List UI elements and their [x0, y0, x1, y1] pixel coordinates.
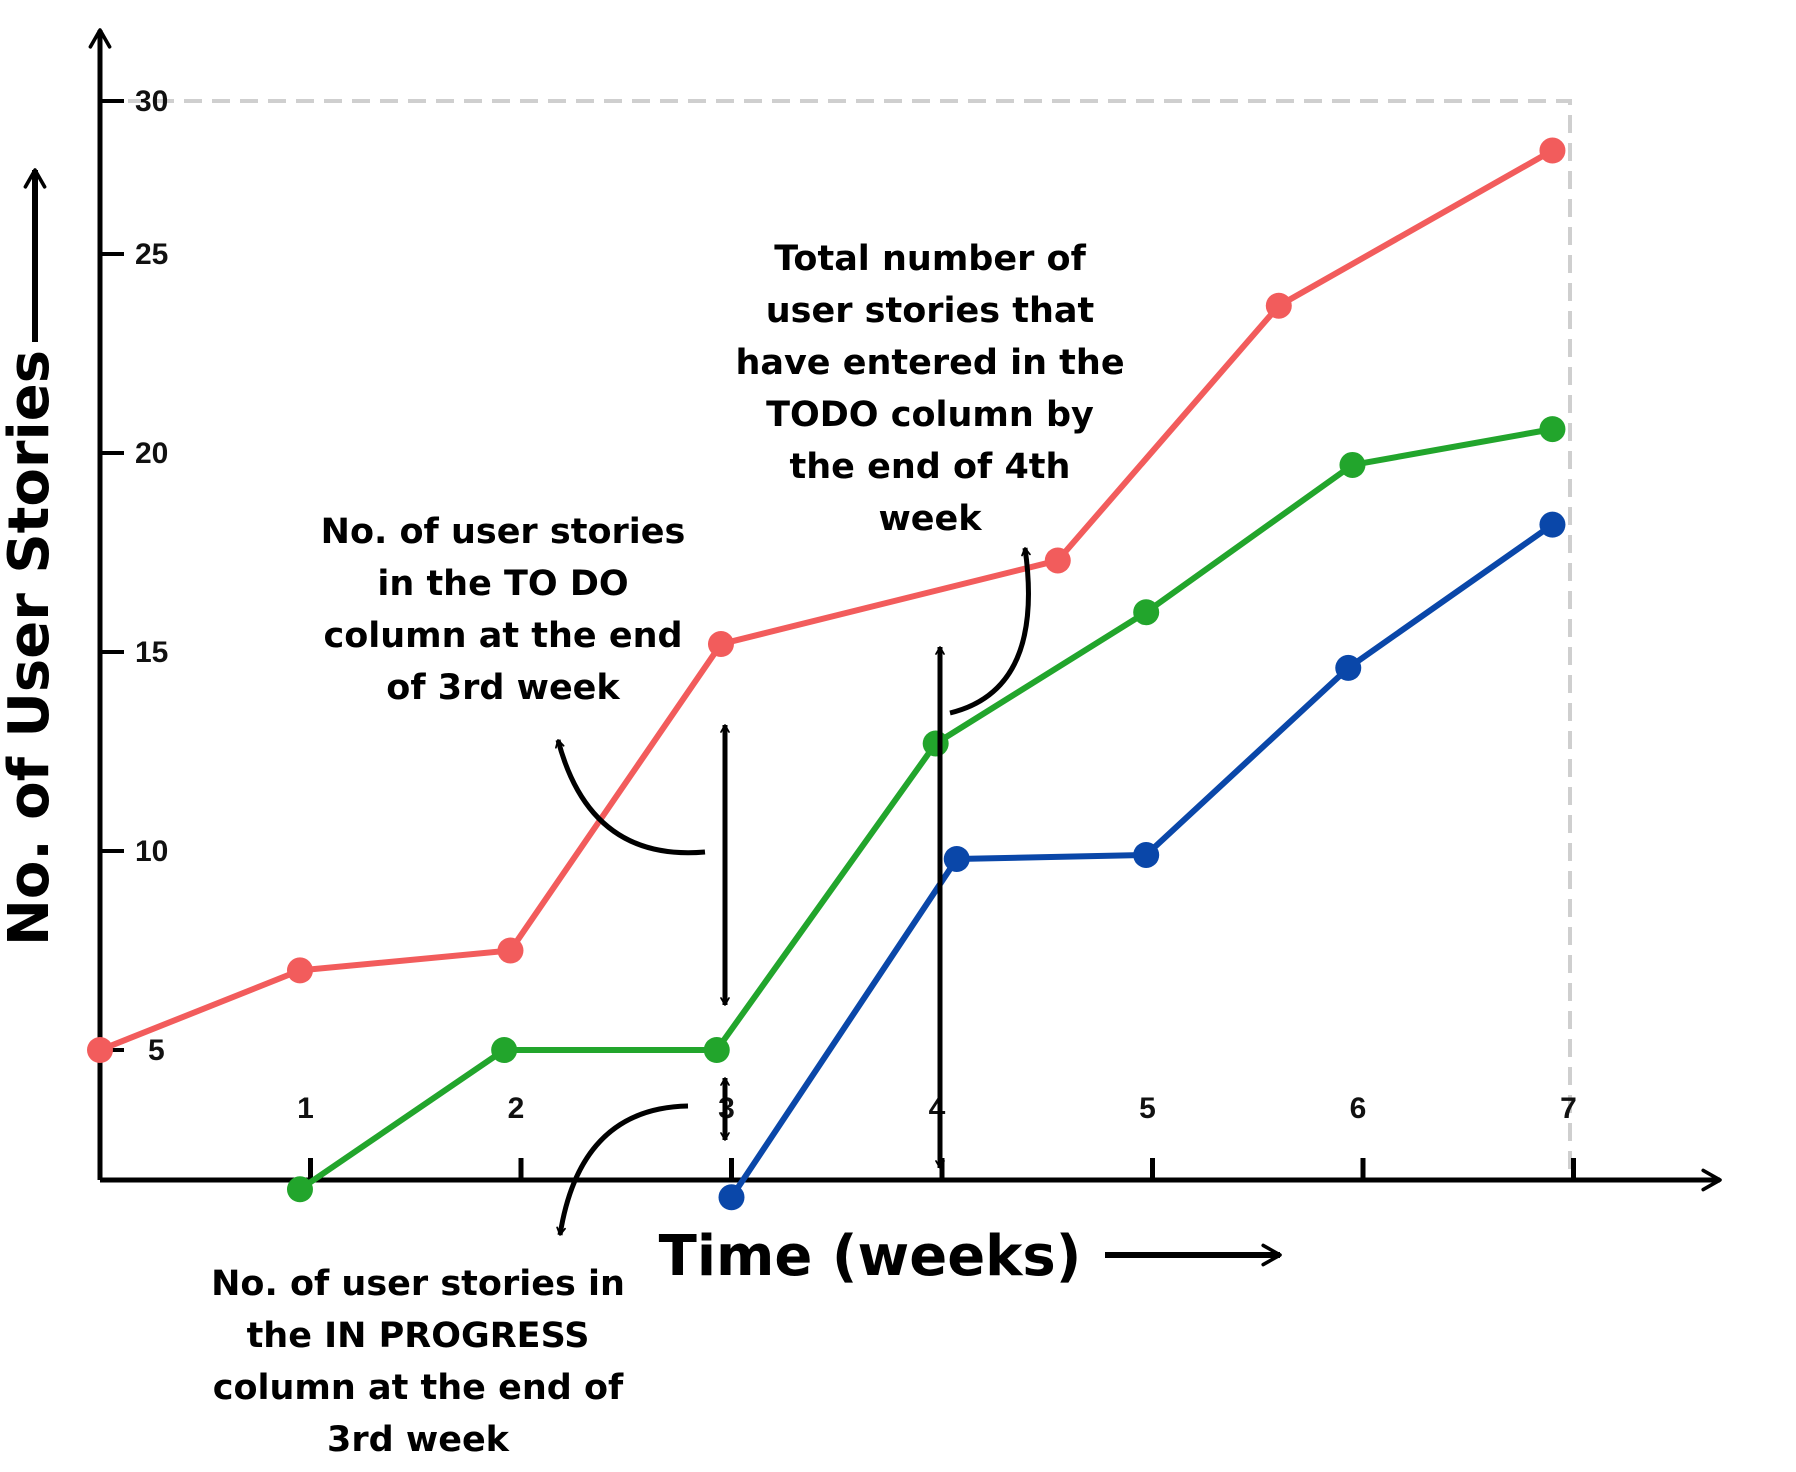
y-tick-label: 20 [135, 437, 168, 470]
annotation-line: column at the end [323, 616, 682, 656]
annotation-line: the IN PROGRESS [247, 1316, 590, 1356]
series-point [87, 1037, 113, 1063]
series-point [943, 845, 970, 872]
series-point [1539, 511, 1566, 538]
series-point [1339, 451, 1366, 478]
annotation-line: the end of 4th [790, 447, 1071, 487]
annotation-line: of 3rd week [386, 668, 620, 708]
series-point [491, 1037, 518, 1063]
series-point [1133, 841, 1160, 868]
y-tick-label: 10 [135, 835, 168, 868]
annotation-line: week [878, 499, 982, 539]
annotation-line: No. of user stories [321, 512, 686, 552]
x-tick-label: 1 [297, 1092, 314, 1125]
x-axis-title: Time (weeks) [659, 1224, 1082, 1289]
series-point [922, 730, 949, 757]
y-tick-label: 25 [135, 238, 168, 271]
total-week4-annotation: Total number of user stories that have ent… [735, 239, 1124, 539]
x-axis-ticks: 1234567 [297, 1092, 1577, 1182]
todo-week3-annotation: No. of user stories in the TO DO column at… [321, 512, 686, 708]
annotation-line: have entered in the [735, 343, 1124, 383]
y-tick-label: 5 [148, 1034, 165, 1067]
x-tick-label: 6 [1350, 1092, 1367, 1125]
series-point [286, 1176, 313, 1203]
series-point [497, 937, 524, 964]
y-axis-title: No. of User Stories [0, 350, 62, 946]
annotation-line: user stories that [766, 291, 1095, 331]
series-point [1265, 292, 1292, 319]
series-point [1335, 654, 1362, 681]
annotation-line: No. of user stories in [211, 1264, 625, 1304]
series-point [1044, 547, 1071, 574]
y-tick-label: 15 [135, 636, 168, 669]
todo-callout-curved-arrow [555, 739, 706, 856]
annotation-line: in the TO DO [377, 564, 628, 604]
series-point [707, 631, 734, 658]
inprogress-callout-curved-arrow [556, 1103, 689, 1236]
series-point [1539, 416, 1566, 443]
y-axis-ticks: 5 10 15 20 25 30 [100, 85, 168, 1067]
total-callout-curved-arrow [949, 547, 1031, 716]
series-point [286, 957, 313, 984]
x-tick-label: 5 [1139, 1092, 1156, 1125]
inprogress-week3-annotation: No. of user stories in the IN PROGRESS col… [211, 1264, 625, 1460]
dashed-plot-boundary [100, 99, 1572, 1180]
annotation-line: Total number of [774, 239, 1086, 279]
series-point [1133, 599, 1160, 626]
annotation-line: TODO column by [766, 395, 1094, 435]
series-point [1539, 137, 1566, 164]
x-tick-label: 4 [929, 1092, 946, 1125]
y-tick-label: 30 [135, 85, 168, 118]
series-line [98, 147, 1554, 1053]
x-tick-label: 7 [1560, 1092, 1577, 1125]
annotation-line: 3rd week [327, 1420, 510, 1460]
annotation-line: column at the end of [213, 1368, 624, 1408]
series-point [718, 1184, 745, 1211]
series-point [703, 1037, 730, 1063]
x-tick-label: 2 [508, 1092, 525, 1125]
